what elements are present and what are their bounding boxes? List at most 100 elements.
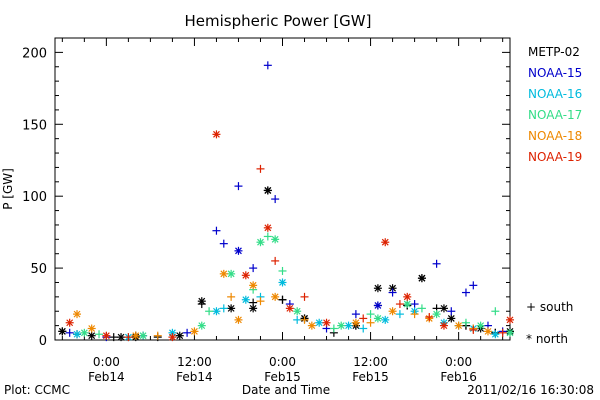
x-tick-time-label: 12:00	[353, 355, 388, 369]
data-point-south	[388, 288, 397, 297]
marker-stroke	[352, 319, 360, 327]
marker-stroke	[227, 270, 235, 278]
marker-stroke	[308, 322, 316, 330]
data-point-north	[87, 331, 96, 340]
data-point-north	[241, 271, 250, 280]
data-point-north	[293, 307, 302, 316]
x-tick-date-label: Feb15	[264, 370, 301, 384]
data-point-south	[271, 195, 280, 204]
data-point-north	[175, 331, 184, 340]
data-point-south	[234, 182, 243, 191]
data-point-south	[227, 292, 236, 301]
marker-stroke	[381, 316, 389, 324]
marker-stroke	[139, 332, 147, 340]
x-tick-time-label: 0:00	[445, 355, 472, 369]
x-tick-time-label: 0:00	[269, 355, 296, 369]
plot-frame	[54, 37, 511, 341]
y-tick-label: 0	[39, 334, 47, 349]
data-point-south	[366, 310, 375, 319]
legend: METP-02 NOAA-15 NOAA-16 NOAA-17 NOAA-18 NOAA-…	[528, 45, 582, 164]
marker-stroke	[433, 310, 441, 318]
data-point-south	[271, 256, 280, 265]
data-point-north	[322, 318, 331, 327]
data-point-south	[278, 295, 287, 304]
y-tick-label: 50	[30, 262, 47, 277]
data-point-south	[153, 331, 162, 340]
data-marks	[58, 61, 514, 342]
data-point-north	[271, 235, 280, 244]
marker-stroke	[264, 224, 272, 232]
data-point-south	[197, 300, 206, 309]
x-tick-time-label: 12:00	[177, 355, 212, 369]
data-point-south	[300, 292, 309, 301]
marker-stroke	[491, 330, 499, 338]
data-point-north	[102, 331, 111, 340]
data-point-south	[469, 325, 478, 334]
marker-stroke	[80, 329, 88, 337]
data-point-south	[109, 333, 118, 342]
marker-stroke	[88, 332, 96, 340]
data-point-north	[491, 330, 500, 339]
data-point-north	[227, 269, 236, 278]
data-point-north	[139, 331, 148, 340]
x-axis: 0:00Feb1412:00Feb140:00Feb1512:00Feb150:…	[61, 38, 504, 384]
data-point-north	[131, 331, 140, 340]
marker-stroke	[293, 307, 301, 315]
marker-stroke	[102, 332, 110, 340]
data-point-south	[410, 300, 419, 309]
legend-entry: NOAA-18	[528, 129, 582, 143]
marker-stroke	[271, 293, 279, 301]
data-point-north	[219, 269, 228, 278]
symbol-legend-entry: * north	[526, 332, 568, 346]
marker-stroke	[117, 333, 125, 341]
marker-stroke	[264, 187, 272, 194]
legend-entry: METP-02	[528, 45, 580, 59]
marker-stroke	[403, 293, 411, 301]
data-point-north	[249, 304, 258, 313]
marker-stroke	[286, 304, 294, 312]
data-point-north	[403, 292, 412, 301]
data-point-north	[58, 327, 67, 336]
data-point-north	[337, 321, 346, 330]
data-point-north	[506, 328, 514, 337]
y-axis: 0 50 100 150 200	[22, 46, 510, 349]
marker-stroke	[279, 279, 286, 286]
data-point-north	[234, 315, 243, 324]
data-point-north	[315, 318, 324, 327]
data-point-south	[461, 288, 470, 297]
data-point-north	[256, 238, 265, 247]
data-point-south	[329, 324, 338, 333]
marker-stroke	[227, 304, 235, 312]
marker-stroke	[213, 307, 220, 315]
data-point-north	[373, 284, 382, 293]
marker-stroke	[315, 319, 323, 327]
data-point-north	[249, 281, 258, 290]
data-point-south	[395, 300, 404, 309]
data-point-south	[65, 328, 74, 337]
data-point-north	[278, 278, 287, 287]
marker-stroke	[235, 247, 242, 255]
marker-stroke	[345, 322, 352, 330]
data-point-south	[359, 314, 368, 323]
data-point-south	[410, 310, 419, 319]
marker-stroke	[484, 327, 492, 335]
data-point-south	[256, 297, 265, 306]
data-point-north	[344, 321, 353, 330]
marker-stroke	[58, 327, 66, 335]
data-point-north	[73, 330, 82, 339]
symbol-legend: + south * north	[526, 300, 573, 346]
marker-stroke	[271, 235, 279, 243]
legend-entry: NOAA-15	[528, 66, 582, 80]
marker-stroke	[220, 270, 228, 278]
data-point-north	[381, 315, 390, 324]
data-point-north	[263, 223, 272, 232]
marker-stroke	[249, 304, 257, 312]
data-point-south	[366, 318, 375, 327]
data-point-north	[351, 318, 360, 327]
data-point-north	[447, 314, 456, 323]
y-tick-label: 100	[22, 190, 47, 205]
data-point-south	[219, 304, 228, 313]
marker-stroke	[506, 329, 514, 337]
marker-stroke	[447, 315, 455, 322]
